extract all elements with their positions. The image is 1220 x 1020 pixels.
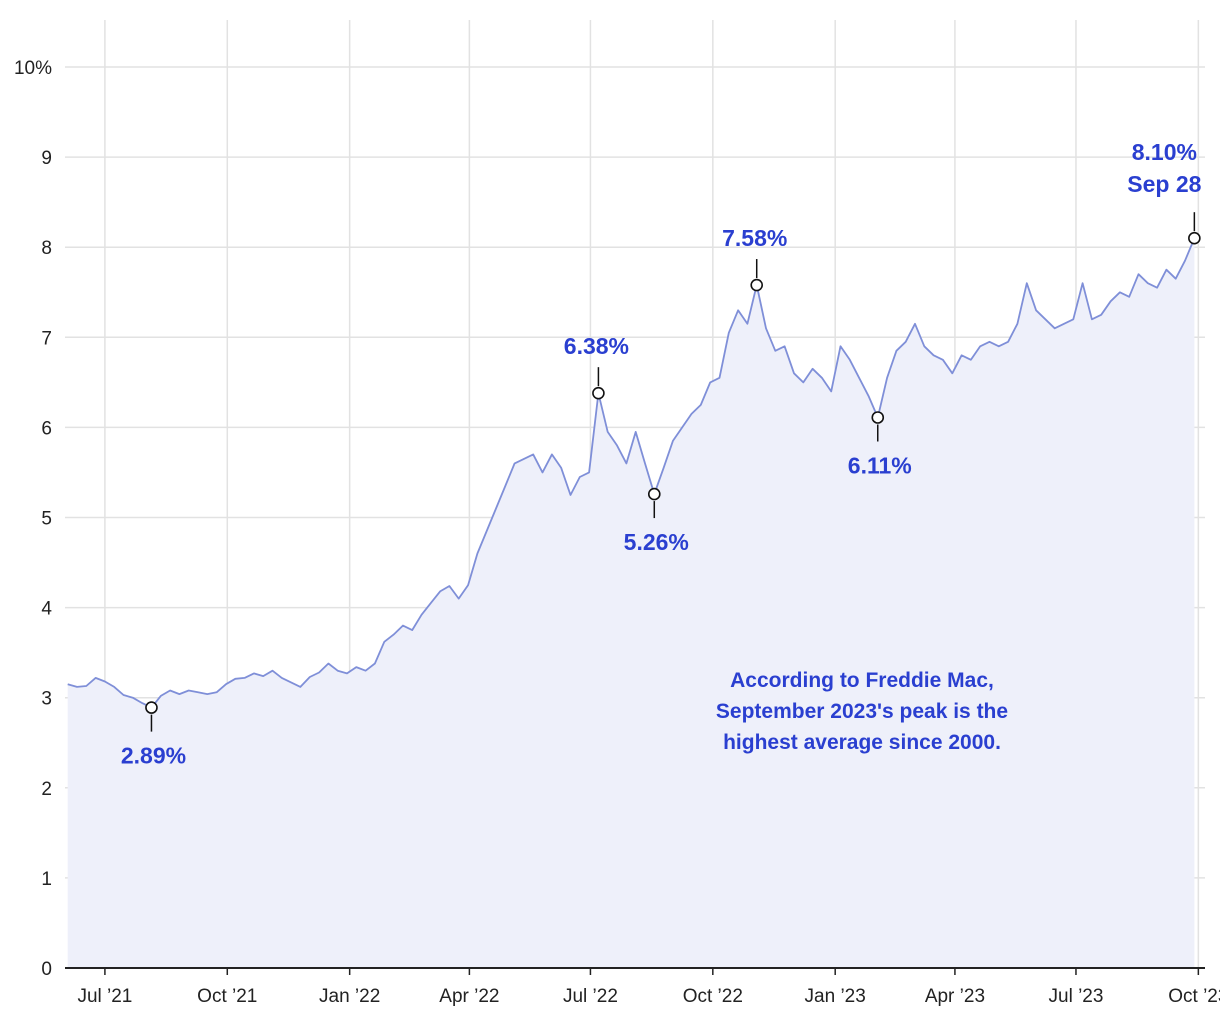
y-tick-label: 5	[41, 509, 52, 530]
y-tick-label: 0	[41, 959, 52, 980]
x-tick-label: Jul ’21	[77, 986, 132, 1007]
callout-annotations: 2.89% 6.38% 5.26% 7.58% 6.11% 8.10% Sep 28	[121, 139, 1202, 768]
callout-marker	[871, 411, 885, 424]
note-line: highest average since 2000.	[723, 731, 1001, 754]
callout-marker	[1188, 231, 1201, 245]
y-tick-label: 6	[41, 418, 52, 439]
callout-label: 6.11%	[848, 452, 912, 478]
y-tick-label: 1	[41, 869, 52, 890]
y-tick-label: 2	[41, 779, 52, 800]
x-tick-label: Oct ’21	[197, 986, 257, 1007]
callout-label: 7.58%	[722, 225, 787, 251]
note-line: September 2023's peak is the	[716, 700, 1008, 723]
callout-label: 2.89%	[121, 743, 186, 769]
x-tick-label: Apr ’22	[439, 986, 499, 1007]
y-tick-label: 10%	[14, 58, 52, 79]
callout-label: 6.38%	[564, 333, 629, 359]
callout-marker	[145, 701, 158, 714]
callout-marker	[647, 487, 661, 501]
x-tick-label: Oct ’23	[1168, 986, 1220, 1007]
x-tick-label: Apr ’23	[925, 986, 985, 1007]
callout-marker	[750, 278, 764, 292]
callout-marker	[592, 386, 605, 400]
x-tick-label: Oct ’22	[683, 986, 743, 1007]
axis-tick-labels: 0 1 2 3 4 5 6 7 8 9 10% Jul ’21 Oct ’21 Jan ’22 Apr ’2…	[14, 58, 1220, 1007]
y-tick-label: 7	[41, 328, 52, 349]
x-tick-label: Jul ’22	[563, 986, 618, 1007]
callout-date-label: Sep 28	[1127, 171, 1201, 197]
note-line: According to Freddie Mac,	[730, 669, 994, 692]
rate-area-fill	[67, 238, 1195, 968]
y-tick-label: 8	[41, 238, 52, 259]
y-tick-label: 3	[41, 689, 52, 710]
callout-label: 5.26%	[624, 529, 689, 555]
x-tick-label: Jan ’23	[805, 986, 866, 1007]
y-tick-label: 9	[41, 148, 52, 169]
chart-note: According to Freddie Mac, September 2023'…	[716, 669, 1008, 754]
rate-line	[67, 237, 1196, 709]
y-tick-label: 4	[41, 599, 52, 620]
x-tick-label: Jan ’22	[319, 986, 380, 1007]
x-tick-label: Jul ’23	[1049, 986, 1104, 1007]
callout-label: 8.10%	[1132, 139, 1197, 165]
